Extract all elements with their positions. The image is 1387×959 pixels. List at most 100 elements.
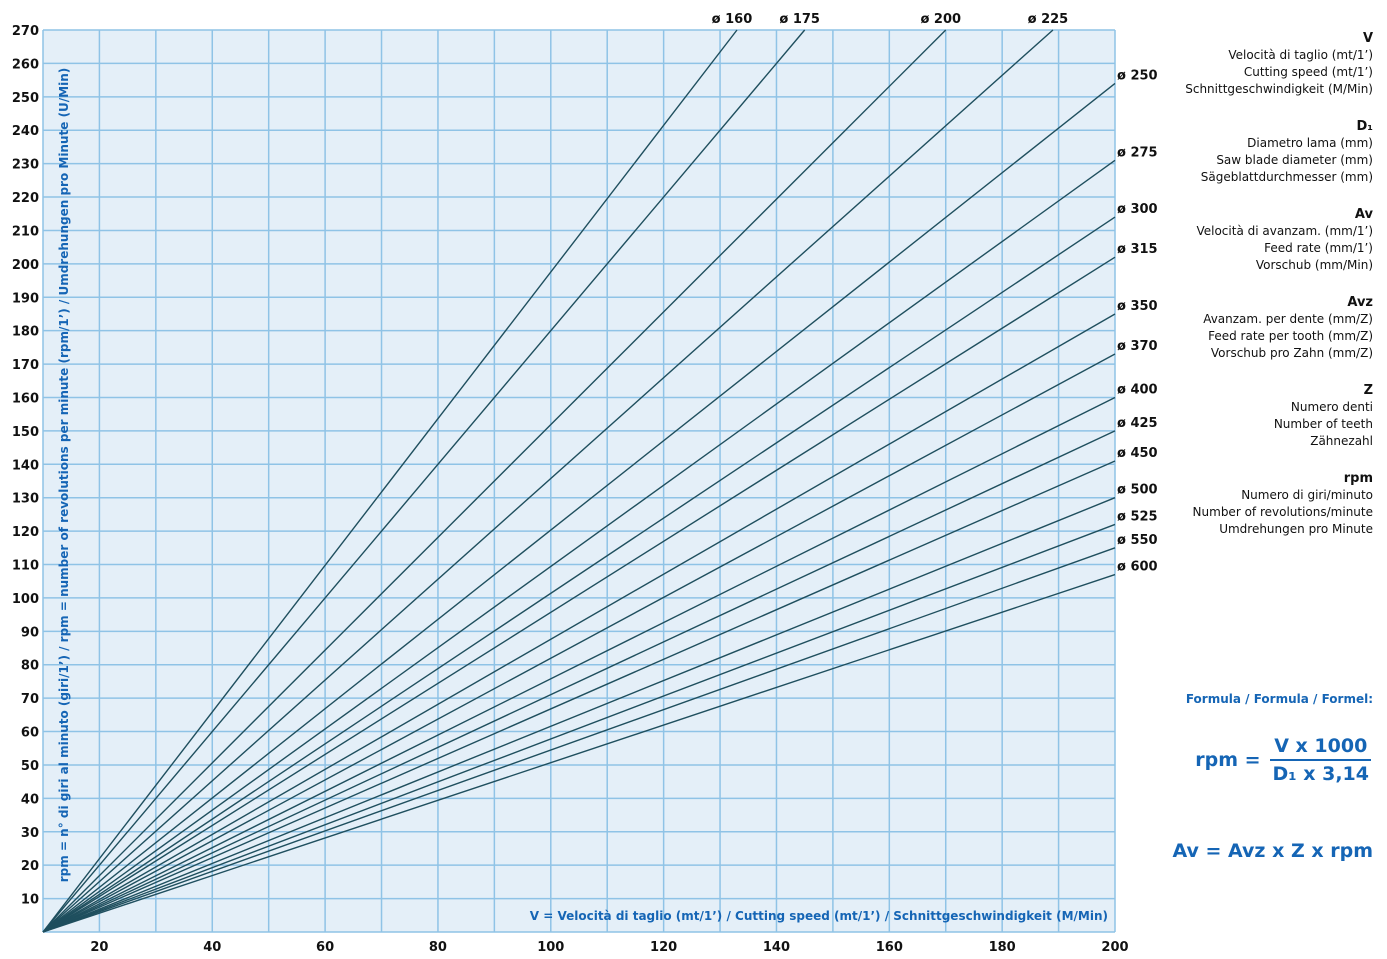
series-line (42, 523, 1116, 933)
y-tick-label: 20 (21, 859, 39, 874)
y-tick-label: 260 (12, 57, 39, 72)
series-line (42, 396, 1116, 933)
diameter-label: ø 400 (1117, 382, 1158, 397)
series-line (42, 573, 1116, 933)
y-tick-label: 70 (21, 692, 39, 707)
legend-symbol: Avz (1347, 295, 1373, 310)
diameter-label: ø 425 (1117, 416, 1158, 431)
legend-block: Av Velocità di avanzam. (mm/1’) Feed rate … (1143, 206, 1373, 274)
legend-line: Schnittgeschwindigkeit (M/Min) (1185, 82, 1373, 96)
y-tick-label: 90 (21, 625, 39, 640)
series-line (42, 256, 1116, 933)
legend-line: Feed rate per tooth (mm/Z) (1208, 329, 1373, 343)
legend-line: Velocità di taglio (mt/1’) (1228, 48, 1373, 62)
legend-symbol: Z (1363, 383, 1373, 398)
diameter-label: ø 175 (779, 12, 820, 27)
y-axis-title: rpm = n° di giri al minuto (giri/1’) / r… (57, 68, 71, 883)
legend-block: V Velocità di taglio (mt/1’) Cutting speed… (1143, 30, 1373, 98)
diameter-label: ø 525 (1117, 509, 1158, 524)
y-tick-label: 220 (12, 191, 39, 206)
series-line (42, 29, 1054, 933)
av-formula: Av = Avz x Z x rpm (1172, 840, 1373, 862)
legend-line: Velocità di avanzam. (mm/1’) (1196, 224, 1373, 238)
series-line (42, 460, 1116, 933)
y-tick-label: 180 (12, 325, 39, 340)
y-tick-label: 230 (12, 158, 39, 173)
grid (42, 29, 1116, 933)
legend-block: Z Numero denti Number of teeth Zähnezahl (1143, 382, 1373, 450)
series-line (42, 430, 1116, 933)
series-lines (42, 29, 1116, 933)
x-axis-title: V = Velocità di taglio (mt/1’) / Cutting… (530, 909, 1108, 923)
y-tick-label: 190 (12, 291, 39, 306)
diameter-label: ø 600 (1117, 560, 1158, 575)
diameter-label: ø 300 (1117, 202, 1158, 217)
plot-area (43, 30, 1115, 932)
rpm-formula-denominator: D₁ x 3,14 (1272, 763, 1369, 785)
series-line (42, 313, 1116, 933)
x-tick-label: 80 (429, 940, 447, 955)
formula-title: Formula / Formula / Formel: (1185, 692, 1373, 706)
diameter-label: ø 370 (1117, 339, 1158, 354)
legend-panel: V Velocità di taglio (mt/1’) Cutting speed… (1143, 30, 1373, 558)
diameter-labels: ø 160 ø 175 ø 200 ø 225 ø 250 ø 275 ø 300 ø 315… (712, 12, 1158, 575)
y-tick-label: 130 (12, 492, 39, 507)
diameter-label: ø 500 (1117, 483, 1158, 498)
x-tick-label: 140 (763, 940, 790, 955)
y-tick-label: 30 (21, 826, 39, 841)
legend-line: Diametro lama (mm) (1247, 136, 1373, 150)
x-tick-label: 120 (650, 940, 677, 955)
y-tick-label: 60 (21, 726, 39, 741)
legend-line: Vorschub (mm/Min) (1255, 258, 1373, 272)
legend-line: Avanzam. per dente (mm/Z) (1203, 312, 1373, 326)
x-tick-label: 160 (876, 940, 903, 955)
series-line (42, 353, 1116, 933)
x-tick-label: 40 (203, 940, 221, 955)
series-line (42, 216, 1116, 933)
x-tick-label: 60 (316, 940, 334, 955)
diameter-label: ø 315 (1117, 242, 1158, 257)
y-tick-label: 40 (21, 792, 39, 807)
legend-line: Zähnezahl (1310, 434, 1373, 448)
x-tick-label: 200 (1101, 940, 1128, 955)
series-line (42, 29, 806, 933)
y-tick-label: 140 (12, 458, 39, 473)
series-line (42, 82, 1116, 933)
y-tick-label: 120 (12, 525, 39, 540)
series-line (42, 29, 738, 933)
legend-symbol: Av (1354, 207, 1373, 222)
y-tick-label: 270 (12, 24, 39, 39)
series-line (42, 29, 947, 933)
y-tick-label: 10 (21, 893, 39, 908)
legend-symbol: rpm (1343, 471, 1373, 486)
rpm-formula-fraction: V x 1000 D₁ x 3,14 (1269, 735, 1373, 785)
tick-labels: 20 40 60 80 100 120 140 160 180 200 10 20 30 40 50 60 70… (12, 24, 1129, 955)
legend-line: Cutting speed (mt/1’) (1243, 65, 1373, 79)
legend-line: Numero denti (1290, 400, 1373, 414)
diameter-label: ø 450 (1117, 446, 1158, 461)
y-tick-label: 100 (12, 592, 39, 607)
legend-line: Numero di giri/minuto (1241, 488, 1373, 502)
diameter-label: ø 225 (1028, 12, 1069, 27)
y-tick-label: 50 (21, 759, 39, 774)
series-line (42, 159, 1116, 933)
diameter-label: ø 200 (920, 12, 961, 27)
legend-line: Sägeblattdurchmesser (mm) (1200, 170, 1373, 184)
diameter-label: ø 160 (712, 12, 753, 27)
y-tick-label: 150 (12, 425, 39, 440)
series-line (42, 497, 1116, 933)
legend-line: Number of revolutions/minute (1192, 505, 1373, 519)
y-tick-label: 160 (12, 391, 39, 406)
diameter-label: ø 550 (1117, 533, 1158, 548)
legend-line: Umdrehungen pro Minute (1219, 522, 1373, 536)
x-tick-label: 180 (989, 940, 1016, 955)
rpm-formula-numerator: V x 1000 (1270, 735, 1372, 761)
y-tick-label: 200 (12, 258, 39, 273)
x-tick-label: 100 (537, 940, 564, 955)
legend-block: rpm Numero di giri/minuto Number of revolu… (1143, 470, 1373, 538)
y-tick-label: 110 (12, 559, 39, 574)
series-line (42, 547, 1116, 933)
rpm-formula-lhs: rpm = (1195, 749, 1261, 771)
diameter-label: ø 275 (1117, 145, 1158, 160)
